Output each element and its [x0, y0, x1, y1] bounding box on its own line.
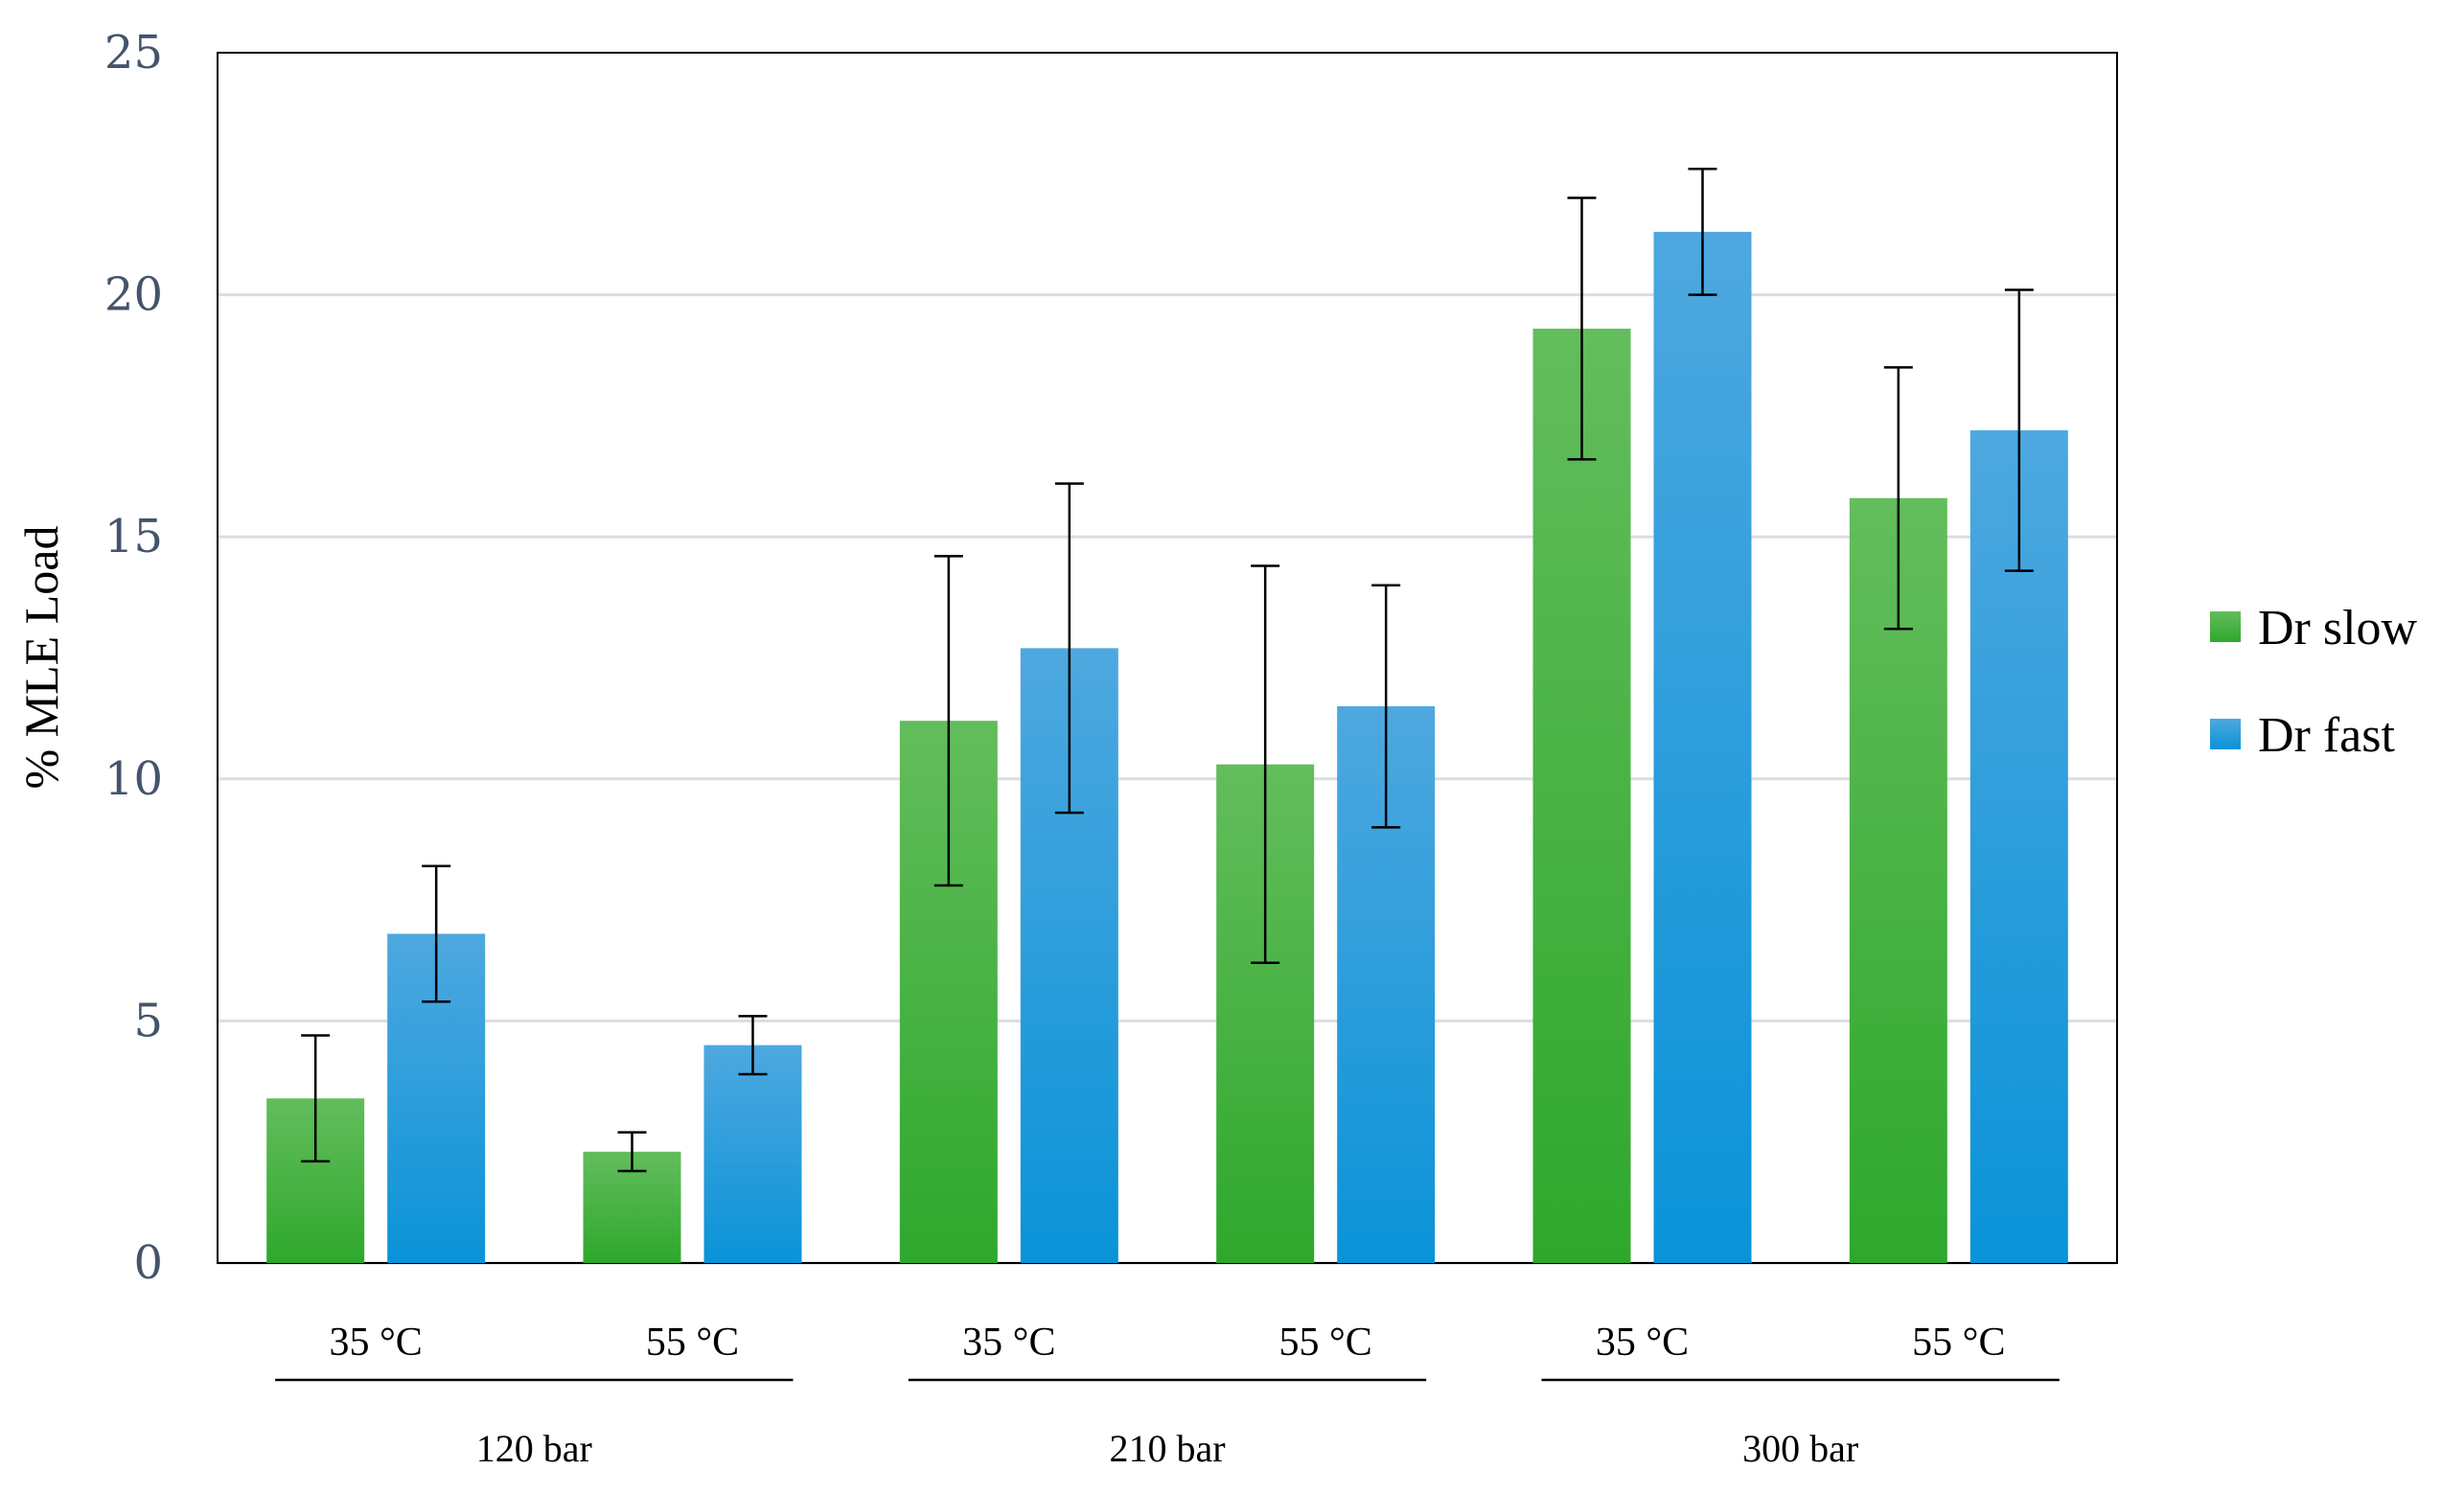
legend-swatch — [2210, 611, 2241, 642]
x-tick-label: 55 °C — [1912, 1321, 2005, 1365]
error-bar — [1371, 584, 1401, 829]
x-tick-label: 35 °C — [330, 1321, 423, 1365]
legend-item-dr-fast: Dr fast — [2210, 708, 2396, 763]
bar-dr-fast — [703, 1045, 802, 1263]
error-bar — [1883, 366, 1913, 631]
error-bar — [933, 555, 963, 887]
x-tick-label: 35 °C — [1596, 1321, 1689, 1365]
legend-label: Dr slow — [2258, 601, 2418, 655]
x-axis-groups: 120 bar 210 bar 300 bar — [275, 1378, 2060, 1470]
group-label: 300 bar — [1742, 1427, 1858, 1470]
y-tick-label: 10 — [104, 752, 163, 806]
y-tick-label: 15 — [104, 510, 163, 563]
error-bar — [617, 1131, 647, 1173]
group-label: 210 bar — [1109, 1427, 1225, 1470]
group-300-bar: 300 bar — [1541, 1378, 2060, 1470]
legend: Dr slow Dr fast — [2210, 601, 2418, 763]
y-tick-label: 25 — [104, 26, 163, 80]
group-label: 120 bar — [476, 1427, 592, 1470]
error-bar — [422, 864, 451, 1003]
error-bar — [1251, 564, 1280, 965]
legend-item-dr-slow: Dr slow — [2210, 601, 2418, 655]
plot-area-frame — [217, 52, 2118, 1264]
bars — [266, 231, 2068, 1264]
bar-dr-fast — [1653, 231, 1752, 1264]
x-tick-label: 55 °C — [1279, 1321, 1372, 1365]
y-axis-label: % MLE Load — [14, 526, 68, 790]
group-120-bar: 120 bar — [275, 1378, 794, 1470]
legend-label: Dr fast — [2258, 708, 2396, 763]
error-bar — [2004, 288, 2034, 572]
error-bar — [1688, 167, 1717, 296]
error-bar — [738, 1015, 768, 1076]
y-tick-label: 5 — [133, 994, 163, 1047]
group-210-bar: 210 bar — [908, 1378, 1427, 1470]
x-tick-label: 55 °C — [646, 1321, 739, 1365]
y-tick-label: 20 — [104, 268, 163, 322]
error-bars — [301, 167, 2034, 1173]
legend-swatch — [2210, 719, 2241, 749]
error-bar — [301, 1034, 331, 1163]
x-axis-ticks: 35 °C 55 °C 35 °C 55 °C 35 °C 55 °C — [330, 1321, 2006, 1365]
gridlines — [218, 293, 2117, 1265]
error-bar — [1054, 482, 1084, 815]
y-axis-ticks: 0 5 10 15 20 25 — [104, 26, 163, 1290]
error-bar — [1567, 196, 1597, 461]
x-tick-label: 35 °C — [962, 1321, 1055, 1365]
y-tick-label: 0 — [133, 1236, 163, 1290]
bar-dr-slow — [1532, 328, 1631, 1263]
